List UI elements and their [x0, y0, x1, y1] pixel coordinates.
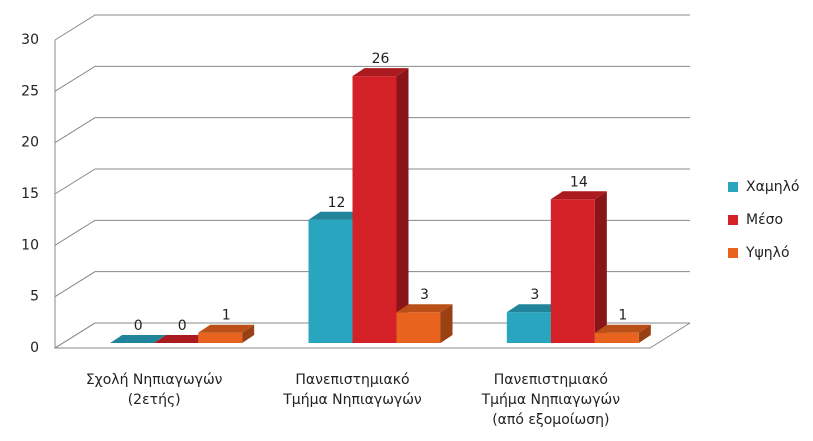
legend-swatch	[728, 248, 738, 258]
data-label: 3	[420, 287, 429, 303]
grid-line	[54, 117, 690, 144]
bar	[550, 191, 607, 343]
bar	[352, 68, 409, 344]
data-label: 12	[328, 195, 346, 211]
bar-side	[242, 324, 255, 343]
x-tick-label: Σχολή Νηπιαγωγών (2ετής)	[86, 372, 223, 408]
bar-front	[308, 219, 353, 343]
bar	[110, 335, 167, 343]
data-label: 14	[570, 174, 588, 190]
bar	[396, 304, 453, 343]
bar-top	[506, 304, 563, 313]
grid-line	[54, 168, 690, 195]
grid-line	[54, 219, 690, 246]
bar-top	[396, 304, 453, 313]
bar	[198, 324, 255, 343]
y-tick-label: 15	[21, 186, 39, 202]
data-label: 3	[530, 287, 539, 303]
y-tick-label: 30	[21, 32, 39, 48]
x-tick-label: Πανεπιστημιακό Τμήμα Νηπιαγωγών (από εξομο…	[481, 372, 621, 428]
legend-label: Υψηλό	[745, 245, 790, 261]
x-tick-label: Πανεπιστημιακό Τμήμα Νηπιαγωγών	[282, 372, 422, 408]
data-label: 26	[372, 51, 390, 67]
bar-front	[594, 332, 639, 343]
bar	[594, 324, 651, 343]
y-tick-label: 10	[21, 237, 39, 253]
bar-top	[308, 211, 365, 220]
y-tick-label: 0	[30, 340, 39, 356]
y-tick-label: 5	[30, 289, 39, 305]
axis-side	[54, 40, 96, 349]
bar	[154, 335, 211, 343]
legend-label: Χαμηλό	[746, 179, 799, 195]
bar-front	[198, 332, 243, 343]
legend-label: Μέσο	[746, 212, 783, 228]
legend-swatch	[728, 215, 738, 225]
bar-side	[594, 191, 607, 343]
bar-side	[396, 68, 409, 344]
grid-line	[54, 271, 690, 298]
data-label: 1	[618, 308, 627, 324]
grid-line	[54, 322, 690, 349]
bar-front	[550, 199, 595, 343]
bar-side	[638, 324, 651, 343]
floor	[55, 322, 691, 349]
bar-top	[352, 68, 409, 77]
y-tick-label: 25	[21, 83, 39, 99]
bar-front	[396, 312, 441, 343]
bar-top	[110, 335, 167, 343]
y-tick-label: 20	[21, 135, 39, 151]
bar-top	[154, 335, 211, 343]
grid-line	[54, 65, 690, 92]
bar-top	[198, 324, 255, 333]
data-label: 1	[222, 308, 231, 324]
legend-swatch	[728, 182, 738, 192]
grid-line	[54, 14, 690, 41]
data-label: 0	[134, 318, 143, 334]
data-label: 0	[178, 318, 187, 334]
bar-side	[440, 304, 453, 343]
bar-front	[506, 312, 551, 343]
bar-top	[594, 324, 651, 333]
bar-top	[550, 191, 607, 200]
bar-front	[352, 76, 397, 344]
